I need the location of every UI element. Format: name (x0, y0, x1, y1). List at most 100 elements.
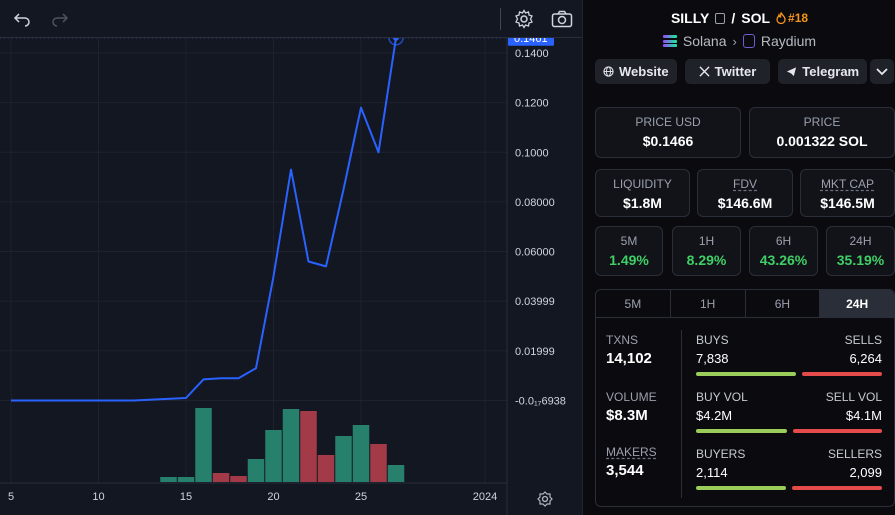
sells-value: 6,264 (849, 351, 882, 366)
social-links: Website Twitter Telegram (595, 59, 868, 84)
last-price-label: 0.1461 (514, 38, 548, 45)
website-label: Website (619, 64, 669, 79)
time-tick-label: 10 (92, 491, 104, 503)
website-button[interactable]: Website (595, 59, 677, 84)
price-chart[interactable]: 0.16000.14000.12000.10000.080000.060000.… (0, 38, 582, 515)
change-1h-card[interactable]: 1H 8.29% (672, 226, 741, 276)
volume-stat: VOLUME $8.3M (606, 390, 657, 424)
telegram-icon (787, 67, 797, 77)
buys-sells-bar (696, 372, 882, 376)
txns-stat: TXNS 14,102 (606, 333, 652, 367)
camera-icon[interactable] (549, 8, 575, 30)
time-tick-label: 15 (180, 491, 192, 503)
rank-label: #18 (788, 11, 809, 25)
solana-icon (662, 35, 677, 47)
tab-6h[interactable]: 6H (746, 290, 821, 317)
pair-separator: / (731, 10, 736, 26)
change-5m-card[interactable]: 5M 1.49% (595, 226, 663, 276)
price-tick-label: 0.1000 (515, 147, 549, 159)
mktcap-card[interactable]: MKT CAP $146.5M (800, 169, 895, 217)
quote-symbol: SOL (741, 10, 771, 26)
trade-stats: TXNS 14,102 VOLUME $8.3M MAKERS 3,544 BU… (595, 318, 895, 507)
price-usd-value: $0.1466 (642, 133, 694, 149)
buyers-sellers-stat: BUYERS SELLERS 2,114 2,099 (696, 447, 882, 490)
sells-label: SELLS (844, 333, 882, 347)
buys-sells-stat: BUYS SELLS 7,838 6,264 (696, 333, 882, 376)
tab-24h[interactable]: 24H (820, 290, 894, 317)
twitter-button[interactable]: Twitter (684, 59, 771, 84)
undo-icon[interactable] (11, 8, 33, 30)
tab-1h[interactable]: 1H (671, 290, 746, 317)
volume-bar (317, 455, 335, 482)
chain-name[interactable]: Solana (682, 33, 727, 49)
price-usd-label: PRICE USD (635, 115, 701, 129)
volume-bar (265, 430, 282, 482)
buyers-sellers-bar (696, 486, 882, 490)
buyers-value: 2,114 (696, 465, 728, 480)
tab-5m[interactable]: 5M (596, 290, 671, 317)
txns-label: TXNS (606, 333, 639, 347)
fdv-card[interactable]: FDV $146.6M (697, 169, 793, 217)
fdv-label: FDV (733, 177, 757, 191)
buyvol-value: $4.2M (696, 408, 733, 423)
price-native-card: PRICE 0.001322 SOL (749, 107, 895, 158)
telegram-button[interactable]: Telegram (778, 59, 868, 84)
chevron-down-icon (876, 67, 888, 75)
chart-toolbar (0, 0, 582, 38)
chart-pane[interactable]: 0.16000.14000.12000.10000.080000.060000.… (0, 0, 582, 515)
timeframe-tabs: 5M 1H 6H 24H (595, 289, 895, 318)
price-line (11, 38, 397, 402)
volume-bar (177, 477, 195, 482)
twitter-label: Twitter (714, 64, 757, 79)
dex-name[interactable]: Raydium (760, 33, 817, 49)
chain-row: Solana › Raydium (583, 33, 895, 49)
sellvol-value: $4.1M (845, 408, 882, 423)
price-tick-label: 0.03999 (515, 296, 555, 308)
time-tick-label: 2024 (473, 491, 497, 503)
mktcap-value: $146.5M (820, 195, 875, 211)
volume-bar (212, 473, 230, 482)
price-tick-label: 0.1400 (515, 48, 549, 60)
volume-bar (335, 436, 352, 482)
txns-value: 14,102 (606, 350, 652, 367)
mktcap-label: MKT CAP (820, 177, 875, 191)
change-24h-label: 24H (849, 234, 872, 248)
copy-icon[interactable] (715, 12, 726, 24)
makers-stat[interactable]: MAKERS 3,544 (606, 445, 657, 479)
volume-bar (160, 477, 177, 482)
buys-value: 7,838 (696, 351, 729, 366)
axis-settings-icon[interactable] (537, 491, 553, 507)
volume-bar (282, 409, 300, 482)
trending-rank[interactable]: #18 (776, 11, 808, 25)
change-24h-value: 35.19% (836, 252, 885, 268)
sellvol-label: SELL VOL (825, 390, 882, 404)
sellers-value: 2,099 (849, 465, 882, 480)
volume-bar (370, 444, 387, 482)
price-native-value: 0.001322 SOL (776, 133, 868, 149)
volume-label: VOLUME (606, 390, 657, 404)
pair-title: SILLY / SOL #18 (583, 10, 895, 26)
raydium-icon (742, 34, 755, 48)
price-native-label: PRICE (803, 115, 841, 129)
settings-icon[interactable] (513, 8, 535, 30)
change-24h-card[interactable]: 24H 35.19% (826, 226, 895, 276)
more-links-button[interactable] (870, 59, 894, 84)
stats-divider (681, 330, 682, 498)
pair-info-panel: SILLY / SOL #18 Solana › Raydium Website… (582, 0, 895, 515)
volume-bar (247, 459, 265, 482)
telegram-label: Telegram (802, 64, 860, 79)
change-5m-label: 5M (620, 234, 638, 248)
time-tick-label: 20 (267, 491, 279, 503)
change-6h-card[interactable]: 6H 43.26% (749, 226, 818, 276)
liquidity-label: LIQUIDITY (613, 177, 672, 191)
buyvol-sellvol-stat: BUY VOL SELL VOL $4.2M $4.1M (696, 390, 882, 433)
volume-bar (230, 476, 247, 482)
change-6h-label: 6H (775, 234, 792, 248)
volume-bar (352, 425, 370, 482)
volume-bar (387, 465, 405, 482)
buyers-label: BUYERS (696, 447, 746, 461)
last-price-badge (508, 38, 554, 46)
redo-icon[interactable] (49, 8, 71, 30)
fdv-value: $146.6M (717, 195, 773, 211)
globe-icon (603, 66, 614, 77)
